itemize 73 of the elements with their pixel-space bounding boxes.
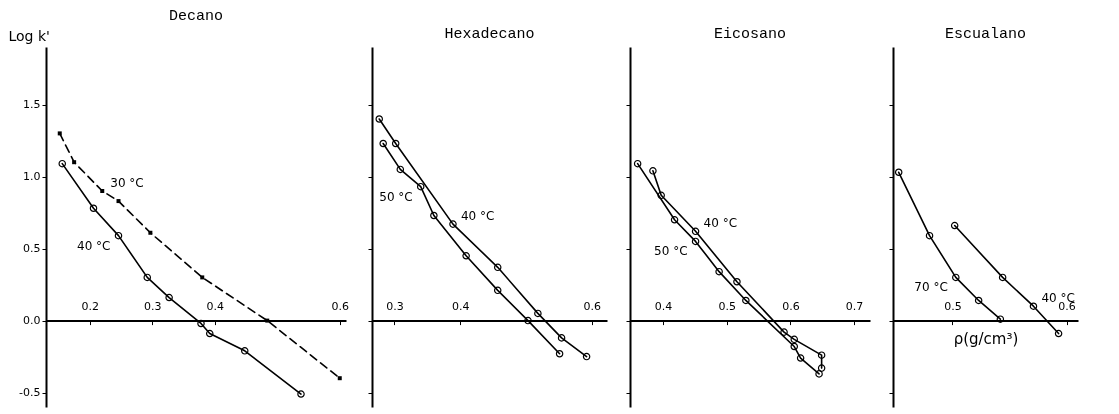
series-label: 50 °C [654,244,688,259]
point [449,220,457,228]
series-label: 30 °C [110,176,144,190]
x-tick-label: 0.5 [944,300,962,314]
y-tick-label: 0.0 [23,314,41,328]
series-label: 40 °C [703,216,738,231]
point [197,319,205,328]
point [1029,302,1038,310]
point [691,227,700,236]
point [148,230,153,235]
x-axis-title: ρ(g/cm³) [953,329,1019,348]
y-tick-label: 0.5 [23,242,41,256]
x-tick-label: 0.4 [206,300,224,314]
series-label: 70 °C [914,280,948,295]
y-tick-label: 1.5 [23,98,41,112]
point [391,139,400,148]
point [265,318,270,323]
point [733,277,741,286]
point [200,275,205,280]
point [143,273,152,282]
series-label: 50 °C [379,189,413,204]
x-tick-label: 0.6 [331,300,349,314]
x-tick-label: 0.4 [654,300,673,314]
x-tick-label: 0.7 [845,300,864,314]
point [670,216,679,224]
point [100,189,105,193]
x-tick-label: 0.5 [718,300,737,314]
x-tick-label: 0.6 [583,300,602,314]
point [715,267,723,276]
x-tick-label: 0.4 [451,300,470,314]
point [557,334,566,342]
x-tick-label: 0.3 [386,300,404,314]
point [337,376,342,381]
point [493,286,502,295]
point [974,296,983,305]
point [817,351,826,359]
point [416,182,425,191]
point [205,329,214,338]
point [114,231,123,240]
point [462,252,470,260]
series-label: 40 °C [77,238,111,253]
y-axis-title: Log k' [8,27,50,44]
chart-title: Escualano [944,26,1027,43]
point [396,165,405,174]
point [57,131,62,136]
chart-title: Hexadecano [444,26,535,43]
point [116,199,121,204]
point [240,347,249,355]
y-tick-label: -0.5 [19,386,41,400]
point [89,204,98,213]
point [493,263,502,272]
chart-title: Decano [168,8,224,25]
point [430,211,438,220]
point [534,309,542,318]
point [165,293,173,302]
x-tick-label: 0.3 [144,300,162,314]
point [742,296,750,305]
x-tick-label: 0.6 [782,300,800,314]
point [780,328,788,336]
chart-title: Eicosano [713,26,787,43]
point [796,354,805,362]
point [524,316,532,325]
point [790,342,799,351]
point [952,273,960,282]
point [998,273,1007,282]
point [925,231,934,240]
series-label: 40 °C [460,209,495,224]
point [72,160,77,165]
point [657,191,665,200]
point [790,335,799,344]
y-tick-label: 1.0 [23,170,41,184]
x-tick-label: 0.2 [81,300,99,314]
point [691,237,700,246]
